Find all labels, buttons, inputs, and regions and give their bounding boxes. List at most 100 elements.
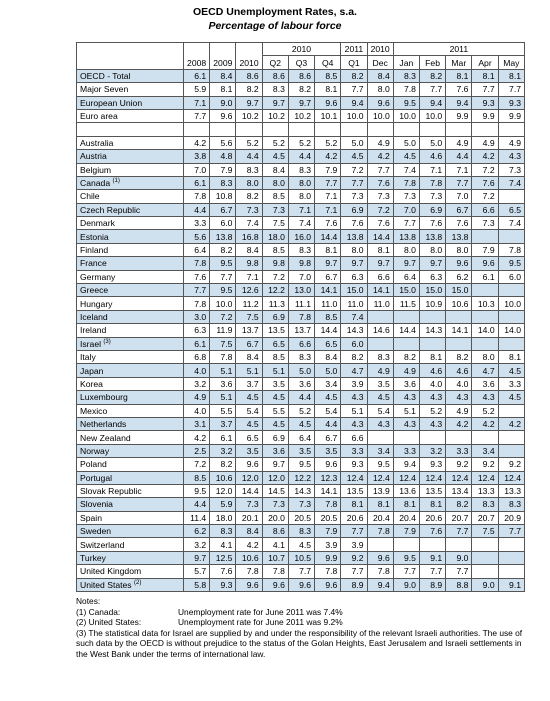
value-cell: 3.9: [340, 376, 368, 392]
value-cell: 12.0: [209, 483, 237, 499]
value-cell: 8.5: [261, 242, 289, 258]
value-cell: 13.8: [340, 229, 368, 244]
value-cell: 4.0: [182, 363, 211, 378]
country-name: Slovenia: [80, 499, 113, 510]
value-cell: 14.4: [314, 229, 342, 244]
country-name: Italy: [80, 352, 96, 363]
empty-cell: [235, 122, 263, 137]
empty-cell: [471, 336, 499, 351]
value-cell: 6.4: [287, 430, 316, 445]
value-cell: 8.5: [261, 189, 289, 204]
note: (1) Canada: Unemployment rate for June 20…: [76, 607, 525, 618]
country-name: United States: [80, 579, 132, 590]
value-cell: 6.6: [287, 336, 316, 351]
value-cell: 9.4: [445, 95, 473, 110]
value-cell: 4.5: [340, 149, 368, 164]
value-cell: 9.7: [418, 256, 447, 271]
value-cell: 8.5: [182, 470, 211, 485]
value-cell: 7.5: [235, 309, 263, 325]
header-year: 2010: [366, 41, 394, 57]
value-cell: 7.7: [497, 524, 526, 539]
value-cell: 7.7: [314, 175, 342, 191]
value-cell: 9.6: [366, 95, 394, 110]
value-cell: 5.6: [209, 135, 237, 151]
value-cell: 12.4: [366, 470, 394, 485]
value-cell: 7.7: [182, 108, 211, 124]
table-row: Slovak Republic 9.5 12.0 14.4 14.5 14.3 14.1 13…: [76, 483, 526, 499]
value-cell: 8.1: [366, 497, 394, 512]
value-cell: 8.6: [261, 524, 289, 539]
value-cell: 10.2: [287, 108, 316, 124]
value-cell: 12.6: [235, 283, 263, 298]
value-cell: 5.9: [182, 82, 211, 97]
note-ref: (1): [112, 178, 120, 185]
value-cell: 7.0: [445, 189, 473, 204]
value-cell: 7.8: [209, 349, 237, 365]
row-label: Mexico: [76, 403, 184, 418]
value-cell: 7.8: [366, 524, 394, 539]
value-cell: 12.4: [340, 470, 368, 485]
country-name: European Union: [80, 97, 143, 108]
table-row: Switzerland 3.2 4.1 4.2 4.1 4.5 3.9 3.9: [76, 537, 526, 552]
value-cell: 12.4: [418, 470, 447, 485]
footnote: (3) The statistical data for Israel are …: [76, 627, 523, 659]
value-cell: 12.4: [392, 470, 420, 485]
empty-cell: [392, 336, 420, 351]
value-cell: 9.7: [314, 256, 342, 271]
value-cell: 12.3: [314, 470, 342, 485]
row-label: Slovak Republic: [76, 483, 184, 499]
row-label: Euro area: [76, 108, 184, 124]
country-name: Sweden: [80, 526, 112, 537]
value-cell: 20.7: [445, 510, 473, 526]
value-cell: 7.6: [418, 216, 447, 231]
value-cell: 10.0: [366, 108, 394, 124]
empty-cell: [471, 537, 499, 552]
header-period: May: [497, 55, 526, 70]
value-cell: 13.5: [340, 483, 368, 499]
country-name: Japan: [80, 365, 104, 376]
value-cell: 6.3: [182, 323, 211, 338]
value-cell: 3.4: [471, 443, 499, 459]
empty-cell: [445, 336, 473, 351]
value-cell: 4.1: [209, 537, 237, 552]
value-cell: 9.8: [235, 256, 263, 271]
value-cell: 5.2: [287, 135, 316, 151]
value-cell: 4.1: [261, 537, 289, 552]
value-cell: 8.8: [445, 577, 473, 593]
value-cell: 11.4: [182, 510, 211, 526]
empty-cell: [497, 430, 526, 445]
row-label: Belgium: [76, 162, 184, 177]
value-cell: 7.4: [497, 216, 526, 231]
value-cell: 8.1: [445, 68, 473, 84]
value-cell: 9.2: [340, 550, 368, 566]
value-cell: 20.0: [261, 510, 289, 526]
value-cell: 12.2: [287, 470, 316, 485]
value-cell: 6.5: [235, 430, 263, 445]
value-cell: 8.3: [287, 524, 316, 539]
value-cell: 15.0: [392, 283, 420, 298]
value-cell: 9.0: [209, 95, 237, 110]
value-cell: 7.7: [418, 82, 447, 97]
row-label: Finland: [76, 242, 184, 258]
value-cell: 6.3: [418, 269, 447, 285]
value-cell: 7.2: [340, 162, 368, 177]
empty-cell: [392, 537, 420, 552]
value-cell: 3.5: [366, 376, 394, 392]
value-cell: 6.9: [261, 430, 289, 445]
value-cell: 7.8: [392, 82, 420, 97]
value-cell: 10.1: [314, 108, 342, 124]
value-cell: 20.5: [287, 510, 316, 526]
value-cell: 4.5: [261, 416, 289, 432]
value-cell: 11.9: [209, 323, 237, 338]
value-cell: 3.3: [497, 376, 526, 392]
value-cell: 9.3: [209, 577, 237, 593]
empty-cell: [261, 122, 289, 137]
note-label: (2) United States:: [76, 617, 142, 627]
empty-cell: [445, 430, 473, 445]
row-label: Canada (1): [76, 175, 184, 191]
value-cell: 13.8: [418, 229, 447, 244]
value-cell: 9.7: [182, 550, 211, 566]
value-cell: 8.2: [445, 349, 473, 365]
table-row: Spain 11.4 18.0 20.1 20.0 20.5 20.5 20.6 20.4 20.…: [76, 510, 526, 526]
value-cell: 5.1: [209, 390, 237, 405]
